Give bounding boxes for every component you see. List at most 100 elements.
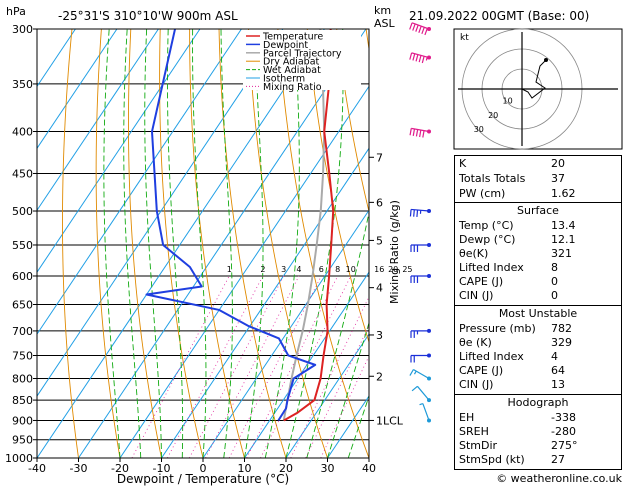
isotherm-line (37, 29, 201, 274)
pressure-tick-label: 300 (12, 23, 33, 36)
legend-label: Wet Adiabat (263, 65, 321, 76)
unstable-box: Most Unstable Pressure (mb) 782 θe (K) 329… (454, 305, 622, 395)
pressure-tick-label: 900 (12, 414, 33, 427)
index-row: PW (cm) 1.62 (459, 187, 617, 201)
dry-adiabat-line (62, 29, 79, 458)
altitude-tick-label: 3 (376, 329, 383, 342)
asl-unit-label: ASL (374, 17, 396, 30)
mixing-ratio-label: 1 (227, 265, 232, 274)
index-label: EH (459, 411, 475, 424)
temperature-tick-label: 40 (362, 462, 376, 475)
index-label: Lifted Index (459, 261, 524, 274)
index-row: K 20 (459, 157, 617, 171)
axes: 3003504004505005506006507007508008509009… (5, 23, 413, 475)
wind-barb (410, 353, 431, 363)
wind-barb-staff (416, 385, 430, 401)
index-row: Temp (°C) 13.4 (459, 219, 617, 233)
mixing-ratio-line (189, 275, 285, 458)
wind-barb-dot (427, 242, 431, 247)
hodograph-ring-label: 30 (474, 125, 484, 134)
index-value: 4 (551, 350, 558, 363)
mixing-ratio-label: 6 (319, 265, 324, 274)
mixing-ratio-label: 3 (281, 265, 286, 274)
background-lines (37, 29, 369, 458)
wind-barb (409, 208, 431, 218)
temperature-tick-label: -30 (70, 462, 88, 475)
wind-barb-flag (415, 129, 419, 137)
mixing-ratio-line (246, 275, 339, 458)
index-value: 13 (551, 378, 565, 391)
index-label: CIN (J) (459, 378, 494, 391)
index-label: Pressure (mb) (459, 322, 536, 335)
pressure-tick-label: 1000 (5, 452, 33, 465)
wind-barb-flag (424, 28, 428, 36)
legend-background (243, 30, 361, 90)
wind-barb-dot (427, 55, 431, 60)
index-row: CAPE (J) 64 (459, 364, 617, 378)
isotherm-line (37, 29, 284, 397)
wind-barb-staff (411, 127, 430, 133)
index-row: StmSpd (kt) 27 (459, 453, 617, 467)
km-unit-label: km (374, 4, 391, 17)
mixing-ratio-line (260, 275, 352, 458)
legend-label: Temperature (262, 32, 323, 43)
wind-barb-flag (418, 25, 422, 33)
wind-barb (410, 273, 431, 283)
hpa-unit-label: hPa (6, 5, 26, 18)
wind-barb-flag (412, 53, 416, 61)
legend-label: Parcel Trajectory (263, 48, 342, 59)
profile-lines (145, 29, 335, 422)
index-label: StmDir (459, 439, 498, 452)
index-label: CIN (J) (459, 289, 494, 302)
index-label: CAPE (J) (459, 275, 504, 288)
wind-barb (409, 52, 431, 64)
x-axis-title: Dewpoint / Temperature (°C) (117, 472, 289, 486)
pressure-tick-label: 750 (12, 349, 33, 362)
index-value: 0 (551, 275, 558, 288)
isotherm-line (161, 147, 369, 458)
index-label: Temp (°C) (459, 219, 514, 232)
index-row: θe(K) 321 (459, 247, 617, 261)
wind-barb-flag (409, 369, 414, 376)
mixing-ratio-line (305, 324, 369, 458)
index-label: CAPE (J) (459, 364, 504, 377)
index-row: Totals Totals 37 (459, 172, 617, 186)
wind-barb-flag (411, 385, 418, 392)
dry-adiabat-line (218, 29, 287, 458)
index-box-top: K 20 Totals Totals 37 PW (cm) 1.62 (454, 155, 622, 203)
wet-adiabat-line (144, 29, 162, 458)
dry-adiabat-line (277, 29, 369, 458)
wind-barb-dot (427, 398, 431, 403)
mixing-ratio-label: 10 (346, 265, 356, 274)
wind-barb-flag (412, 128, 416, 136)
hodograph-unit: kt (460, 33, 469, 43)
pressure-tick-label: 550 (12, 239, 33, 252)
altitude-tick-label: 2 (376, 370, 383, 383)
legend-label: Mixing Ratio (263, 82, 322, 93)
dry-adiabat-line (336, 29, 369, 214)
index-value: 275° (551, 439, 578, 452)
index-row: CIN (J) 13 (459, 378, 617, 392)
credit-text: © weatheronline.co.uk (496, 472, 622, 485)
legend-label: Dry Adiabat (263, 57, 320, 68)
wind-barb-flag (409, 209, 412, 217)
hodograph-box: Hodograph EH -338 SREH -280 StmDir 275° Stm… (454, 394, 622, 470)
index-value: 13.4 (551, 219, 576, 232)
wind-barb-staff (411, 52, 430, 59)
hodograph-title: Hodograph (507, 396, 569, 409)
wind-barb (409, 22, 431, 36)
wind-barb-flag (415, 54, 419, 62)
wind-barb-dot (427, 129, 431, 134)
wind-barb-flag (419, 129, 422, 138)
altitude-tick-label: 5 (376, 234, 383, 247)
isotherm-line (202, 209, 369, 458)
wind-barb-flag (416, 209, 419, 218)
index-row: Dewp (°C) 12.1 (459, 233, 617, 247)
index-value: 8 (551, 261, 558, 274)
mixing-ratio-label: 25 (402, 265, 412, 274)
index-label: StmSpd (kt) (459, 453, 525, 466)
index-label: Dewp (°C) (459, 233, 516, 246)
dry-adiabat-line (159, 29, 204, 458)
index-value: 0 (551, 289, 558, 302)
pressure-tick-label: 500 (12, 205, 33, 218)
